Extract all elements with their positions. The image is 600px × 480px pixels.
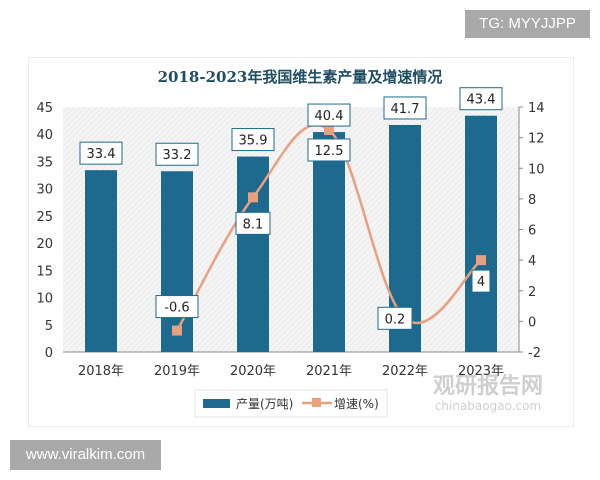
bar-data-label: 33.2 [163, 148, 192, 163]
site-watermark: 观研报告网 chinabaogao.com [433, 374, 543, 413]
right-tick-label: 10 [528, 162, 545, 177]
line-marker [324, 124, 334, 135]
line-data-label-box [235, 211, 271, 235]
left-tick-label: 45 [36, 101, 53, 116]
bar-data-label-box [383, 96, 427, 120]
left-tick-label: 40 [36, 128, 53, 143]
legend-bar-label: 产量(万吨) [236, 397, 293, 411]
left-tick-label: 10 [36, 292, 53, 307]
bar [465, 115, 497, 352]
legend-line-label: 增速(%) [334, 397, 379, 411]
bar [313, 132, 345, 352]
right-tick-label: 12 [528, 132, 545, 147]
bar-data-label-box [155, 142, 199, 166]
line-data-label-box [155, 295, 199, 319]
line-data-label-box [377, 306, 413, 330]
line-data-label-box [307, 138, 351, 162]
x-tick-label: 2022年 [382, 364, 428, 379]
line-data-label: 12.5 [315, 144, 344, 159]
right-tick-label: 8 [528, 193, 536, 208]
line-data-label: -0.6 [164, 301, 189, 316]
right-tick-label: 6 [528, 224, 536, 239]
bar-data-label: 41.7 [391, 102, 420, 117]
right-tick-label: -2 [528, 346, 541, 361]
left-tick-label: 15 [36, 264, 53, 279]
left-tick-label: 25 [36, 210, 53, 225]
left-tick-label: 30 [36, 183, 53, 198]
right-tick-label: 0 [528, 315, 536, 330]
line-data-label: 8.1 [243, 217, 264, 232]
line-data-label-box [471, 269, 491, 293]
left-tick-label: 5 [45, 319, 53, 334]
bar [85, 170, 117, 352]
chart-title: 2018-2023年我国维生素产量及增速情况 [158, 68, 443, 86]
line-marker [476, 255, 486, 266]
right-tick-label: 2 [528, 285, 536, 300]
bar [237, 156, 269, 352]
left-tick-label: 35 [36, 155, 53, 170]
bar-data-label: 40.4 [315, 109, 344, 124]
x-tick-label: 2021年 [306, 364, 352, 379]
x-tick-label: 2018年 [78, 364, 124, 379]
svg-text:观研报告网: 观研报告网 [433, 374, 543, 399]
bar-data-label-box [231, 128, 275, 152]
line-marker [248, 192, 258, 203]
bar-data-label: 33.4 [87, 147, 116, 162]
bar-data-label: 43.4 [467, 93, 496, 108]
legend-line-marker [312, 398, 321, 407]
right-tick-label: 4 [528, 254, 536, 269]
bar-data-label-box [79, 141, 123, 165]
legend: 产量(万吨) 增速(%) [194, 389, 388, 418]
bar-data-label: 35.9 [239, 134, 268, 149]
line-data-label: 0.2 [385, 312, 406, 327]
bar [161, 171, 193, 352]
line-marker [172, 325, 182, 336]
bar-data-label-box [307, 103, 351, 127]
watermark-site: www.viralkim.com [10, 440, 161, 470]
bar-data-label-box [459, 87, 503, 111]
watermark-tg: TG: MYYJJPP [465, 10, 590, 38]
legend-bar-swatch [203, 399, 230, 408]
line-data-label: 4 [477, 275, 485, 290]
x-tick-label: 2023年 [458, 364, 504, 379]
x-tick-label: 2019年 [154, 364, 200, 379]
left-tick-label: 0 [45, 346, 53, 361]
plot-area [63, 107, 519, 352]
right-tick-label: 14 [528, 101, 545, 116]
x-tick-label: 2020年 [230, 364, 276, 379]
left-tick-label: 20 [36, 237, 53, 252]
svg-text:chinabaogao.com: chinabaogao.com [435, 399, 541, 413]
